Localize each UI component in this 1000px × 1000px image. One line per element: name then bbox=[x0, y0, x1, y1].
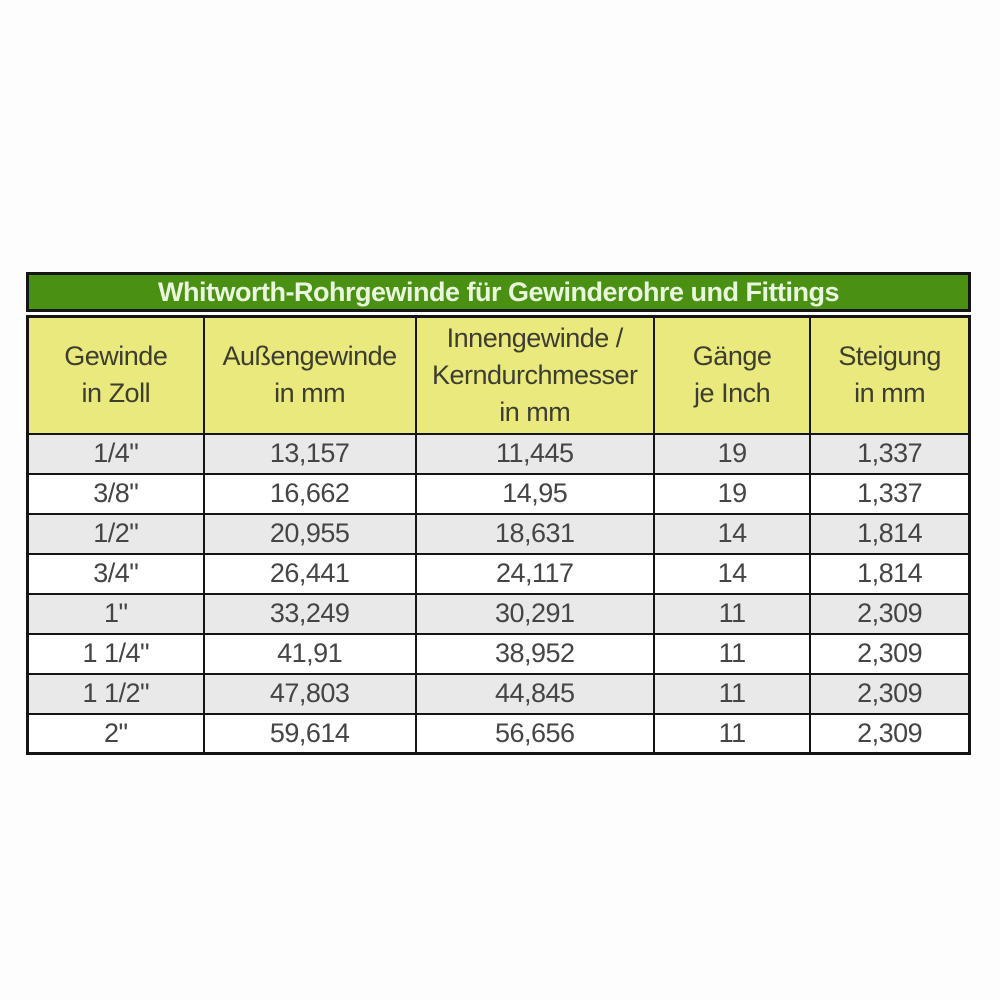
table-cell: 24,117 bbox=[414, 552, 655, 595]
table-cell: 38,952 bbox=[414, 632, 655, 675]
table-cell: 2,309 bbox=[809, 632, 971, 675]
table-cell: 2,309 bbox=[809, 712, 971, 755]
table-cell: 44,845 bbox=[414, 672, 655, 715]
table-row: 1/2" 20,955 18,631 14 1,814 bbox=[26, 512, 971, 555]
table-cell: 2,309 bbox=[809, 592, 971, 635]
header-cell-aussengewinde: Außengewinde in mm bbox=[202, 315, 417, 435]
table-cell: 3/8" bbox=[26, 472, 205, 515]
table-cell: 1,337 bbox=[809, 472, 971, 515]
header-line: je Inch bbox=[694, 378, 771, 409]
table-cell: 1 1/2" bbox=[26, 672, 205, 715]
table-cell: 41,91 bbox=[202, 632, 417, 675]
table-cell: 11 bbox=[652, 632, 812, 675]
table-cell: 11,445 bbox=[414, 432, 655, 475]
table-cell: 2,309 bbox=[809, 672, 971, 715]
table-cell: 56,656 bbox=[414, 712, 655, 755]
table-cell: 1" bbox=[26, 592, 205, 635]
table-cell: 11 bbox=[652, 672, 812, 715]
table-cell: 30,291 bbox=[414, 592, 655, 635]
table-row: 3/8" 16,662 14,95 19 1,337 bbox=[26, 472, 971, 515]
header-line: Steigung bbox=[838, 341, 941, 372]
table-cell: 11 bbox=[652, 712, 812, 755]
header-line: Kerndurchmesser bbox=[431, 359, 638, 390]
table-title: Whitworth-Rohrgewinde für Gewinderohre u… bbox=[158, 276, 839, 307]
table-title-bar: Whitworth-Rohrgewinde für Gewinderohre u… bbox=[26, 272, 971, 312]
header-line: in Zoll bbox=[81, 378, 151, 409]
table-cell: 14,95 bbox=[414, 472, 655, 515]
table-cell: 1 1/4" bbox=[26, 632, 205, 675]
table-cell: 59,614 bbox=[202, 712, 417, 755]
table-cell: 1,814 bbox=[809, 552, 971, 595]
header-cell-steigung: Steigung in mm bbox=[809, 315, 971, 435]
header-cell-gewinde-zoll: Gewinde in Zoll bbox=[26, 315, 205, 435]
header-line: in mm bbox=[274, 378, 346, 409]
header-row: Gewinde in Zoll Außengewinde in mm Innen… bbox=[26, 315, 971, 435]
table-cell: 20,955 bbox=[202, 512, 417, 555]
table-row: 3/4" 26,441 24,117 14 1,814 bbox=[26, 552, 971, 595]
table-row: 1/4" 13,157 11,445 19 1,337 bbox=[26, 432, 971, 475]
header-line: in mm bbox=[499, 396, 571, 427]
table-row: 1 1/2" 47,803 44,845 11 2,309 bbox=[26, 672, 971, 715]
table-cell: 1/2" bbox=[26, 512, 205, 555]
spec-table: Gewinde in Zoll Außengewinde in mm Innen… bbox=[26, 315, 971, 755]
table-cell: 1,814 bbox=[809, 512, 971, 555]
table-cell: 33,249 bbox=[202, 592, 417, 635]
table-cell: 1,337 bbox=[809, 432, 971, 475]
whitworth-table: Whitworth-Rohrgewinde für Gewinderohre u… bbox=[26, 272, 971, 755]
table-cell: 1/4" bbox=[26, 432, 205, 475]
table-cell: 13,157 bbox=[202, 432, 417, 475]
header-line: Gänge bbox=[692, 341, 772, 372]
table-cell: 11 bbox=[652, 592, 812, 635]
table-cell: 19 bbox=[652, 432, 812, 475]
table-cell: 26,441 bbox=[202, 552, 417, 595]
header-line: Gewinde bbox=[64, 341, 168, 372]
table-cell: 14 bbox=[652, 512, 812, 555]
table-cell: 16,662 bbox=[202, 472, 417, 515]
header-cell-innengewinde: Innengewinde / Kerndurchmesser in mm bbox=[414, 315, 655, 435]
header-cell-gaenge: Gänge je Inch bbox=[652, 315, 812, 435]
table-cell: 2" bbox=[26, 712, 205, 755]
table-cell: 14 bbox=[652, 552, 812, 595]
table-row: 1 1/4" 41,91 38,952 11 2,309 bbox=[26, 632, 971, 675]
table-cell: 19 bbox=[652, 472, 812, 515]
table-cell: 47,803 bbox=[202, 672, 417, 715]
table-row: 1" 33,249 30,291 11 2,309 bbox=[26, 592, 971, 635]
header-line: Außengewinde bbox=[222, 341, 398, 372]
table-cell: 18,631 bbox=[414, 512, 655, 555]
header-line: Innengewinde / bbox=[446, 322, 624, 353]
header-line: in mm bbox=[854, 378, 926, 409]
table-row: 2" 59,614 56,656 11 2,309 bbox=[26, 712, 971, 755]
table-cell: 3/4" bbox=[26, 552, 205, 595]
